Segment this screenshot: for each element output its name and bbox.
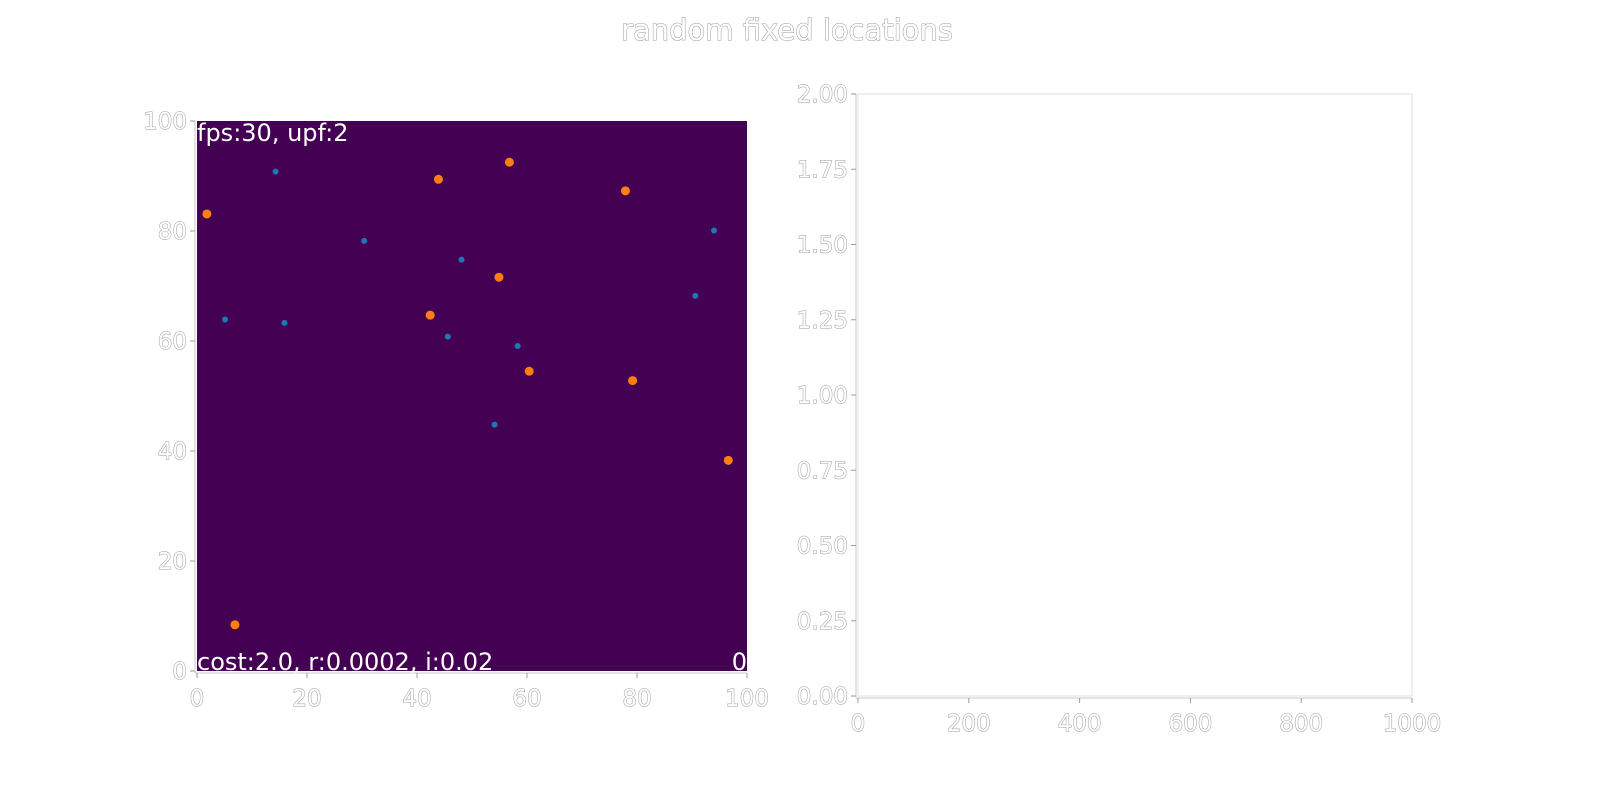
scatter-point [524,366,534,376]
line-y-tick-label: 1.75 [797,157,848,183]
scatter-point [494,272,504,282]
scatter-x-tick-label: 0 [190,686,205,712]
scatter-point [620,186,630,196]
scatter-x-tick-label: 60 [512,686,541,712]
line-y-tick-label: 2.00 [797,82,848,108]
scatter-point [202,209,212,219]
scatter-point [272,168,279,175]
line-y-tick-label: 0.75 [797,458,848,484]
scatter-point [230,620,240,630]
scatter-y-tick-label: 100 [143,109,187,135]
scatter-x-ticks: 0 20 40 60 80 100 [189,673,769,713]
scatter-y-tick-label: 20 [158,549,187,575]
line-x-tick-label: 200 [947,711,991,737]
line-y-ticks: 0.00 0.25 0.50 0.75 1.00 1.25 1.50 1.75 2.00 [796,82,856,711]
scatter-x-tick-label: 20 [292,686,321,712]
scatter-x-tick-label: 80 [622,686,651,712]
scatter-y-tick-label: 60 [158,329,187,355]
line-x-tick-label: 1000 [1383,711,1442,737]
scatter-point [361,237,368,244]
scatter-x-tick-label: 40 [402,686,431,712]
scatter-point [628,376,638,386]
line-plot-frame [857,93,1413,697]
scatter-y-tick-label: 0 [172,659,187,685]
scatter-y-tick-label: 80 [158,219,187,245]
line-y-tick-label: 1.50 [797,233,848,259]
line-x-tick-label: 600 [1168,711,1212,737]
scatter-y-ticks: 0 20 40 60 80 100 [143,109,195,686]
scatter-point [723,455,733,465]
figure-title: random fixed locations [621,13,953,47]
scatter-y-tick-label: 40 [158,439,187,465]
line-x-tick-label: 800 [1279,711,1323,737]
line-y-tick-label: 1.25 [797,308,848,334]
scatter-point [281,319,288,326]
scatter-point [425,310,435,320]
scatter-point [222,316,229,323]
scatter-point [433,174,443,184]
cost-overlay-text: cost:2.0, r:0.0002, i:0.02 [197,648,493,676]
scatter-point [444,333,451,340]
line-x-ticks: 0 200 400 600 800 1000 [850,698,1442,738]
line-y-tick-label: 0.25 [797,609,848,635]
frame-counter-text: 0 [732,648,747,676]
scatter-plot-background [197,121,747,671]
line-panel: 0 200 400 600 800 1000 0.00 0.25 0.50 0.75 1.00 1.… [796,82,1442,738]
scatter-point [514,342,521,349]
scatter-x-tick-label: 100 [725,686,769,712]
line-x-tick-label: 0 [851,711,866,737]
scatter-point [692,292,699,299]
fps-overlay-text: fps:30, upf:2 [197,119,348,147]
scatter-points [202,157,733,630]
scatter-point [504,157,514,167]
scatter-point [491,421,498,428]
line-y-tick-label: 0.00 [797,684,848,710]
scatter-point [458,256,465,263]
scatter-point [711,227,717,234]
line-y-tick-label: 1.00 [797,383,848,409]
line-x-tick-label: 400 [1058,711,1102,737]
line-y-tick-label: 0.50 [797,534,848,560]
